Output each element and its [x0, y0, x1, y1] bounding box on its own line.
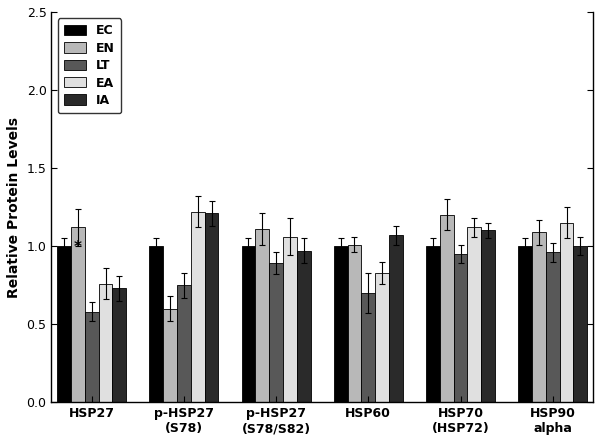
Bar: [297, 251, 311, 402]
Bar: [256, 229, 269, 402]
Bar: [205, 213, 218, 402]
Bar: [426, 246, 440, 402]
Bar: [242, 246, 256, 402]
Bar: [481, 230, 495, 402]
Bar: [163, 309, 177, 402]
Bar: [112, 288, 126, 402]
Bar: [375, 273, 389, 402]
Bar: [334, 246, 347, 402]
Bar: [57, 246, 71, 402]
Bar: [440, 215, 454, 402]
Bar: [467, 227, 481, 402]
Bar: [191, 212, 205, 402]
Y-axis label: Relative Protein Levels: Relative Protein Levels: [7, 117, 21, 297]
Bar: [389, 235, 403, 402]
Text: *: *: [74, 240, 82, 255]
Bar: [518, 246, 532, 402]
Bar: [283, 237, 297, 402]
Bar: [546, 252, 560, 402]
Bar: [71, 227, 85, 402]
Bar: [347, 244, 361, 402]
Bar: [560, 223, 574, 402]
Bar: [454, 254, 467, 402]
Bar: [98, 284, 112, 402]
Bar: [269, 263, 283, 402]
Bar: [177, 285, 191, 402]
Bar: [85, 312, 98, 402]
Legend: EC, EN, LT, EA, IA: EC, EN, LT, EA, IA: [58, 18, 121, 113]
Bar: [361, 293, 375, 402]
Bar: [149, 246, 163, 402]
Bar: [574, 246, 587, 402]
Bar: [532, 232, 546, 402]
